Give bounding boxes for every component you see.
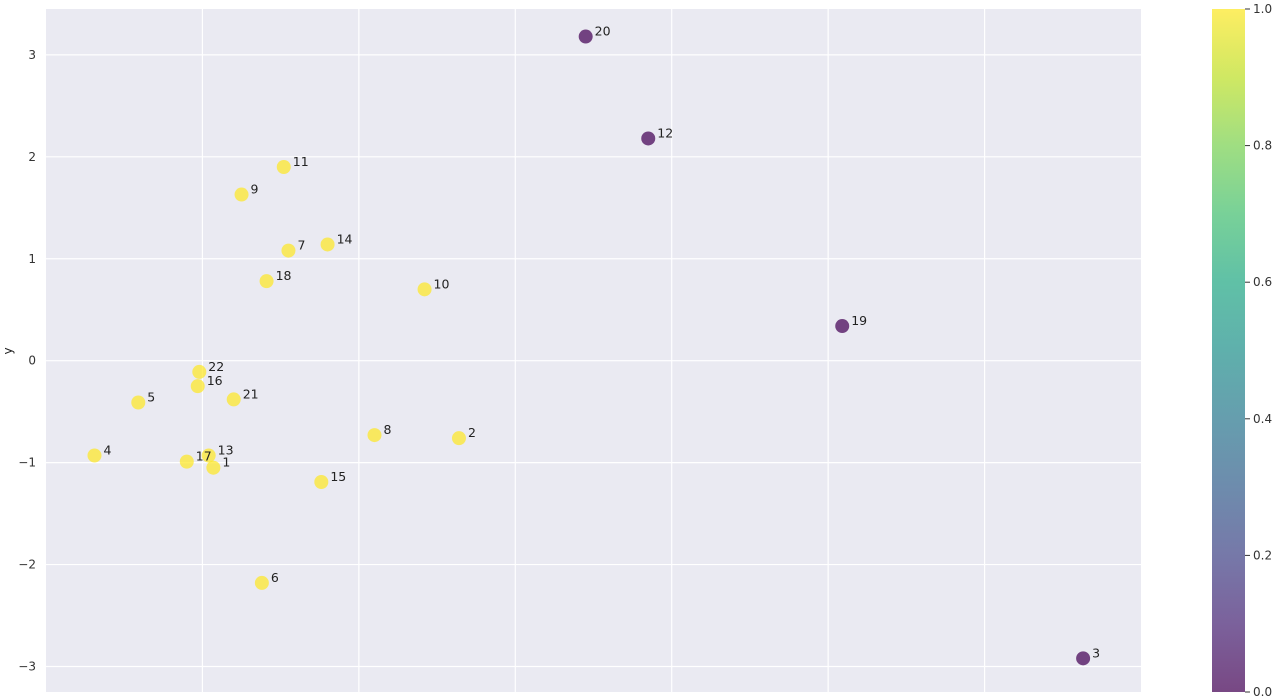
point-label-4: 4	[103, 442, 111, 457]
point-label-14: 14	[337, 231, 353, 246]
point-label-10: 10	[434, 276, 450, 291]
y-tick-label: 2	[28, 150, 36, 164]
data-point-15	[314, 475, 329, 490]
point-label-2: 2	[468, 425, 476, 440]
data-point-14	[320, 237, 335, 252]
point-label-1: 1	[222, 455, 230, 470]
data-point-6	[254, 575, 269, 590]
y-tick-label: −3	[18, 660, 36, 674]
colorbar-tick-label: 0.0	[1253, 685, 1272, 699]
data-point-3	[1076, 651, 1091, 666]
point-label-18: 18	[276, 268, 292, 283]
data-point-8	[367, 428, 382, 443]
grid-lines	[46, 9, 1141, 692]
y-tick-label: 3	[28, 48, 36, 62]
data-point-20	[578, 29, 593, 44]
point-label-21: 21	[243, 386, 259, 401]
data-point-2	[451, 431, 466, 446]
point-label-3: 3	[1092, 645, 1100, 660]
y-tick-label: −2	[18, 558, 36, 572]
y-tick-labels: −3 −2 −1 0 1 2 3	[18, 48, 36, 674]
plot-area	[46, 9, 1141, 692]
y-tick-label: 1	[28, 252, 36, 266]
data-point-11	[276, 160, 291, 175]
point-label-12: 12	[657, 125, 673, 140]
data-point-10	[417, 282, 432, 297]
point-label-13: 13	[218, 442, 234, 457]
point-label-9: 9	[251, 182, 259, 197]
y-axis-label: y	[1, 347, 15, 354]
data-points	[87, 29, 1091, 666]
y-tick-label: −1	[18, 456, 36, 470]
colorbar-gradient	[1212, 9, 1245, 692]
data-point-12	[641, 131, 656, 146]
data-point-7	[281, 243, 296, 258]
data-point-4	[87, 448, 102, 463]
data-point-5	[131, 395, 146, 410]
point-label-5: 5	[147, 389, 155, 404]
data-point-19	[835, 319, 850, 334]
point-label-19: 19	[851, 313, 867, 328]
colorbar-tick-label: 1.0	[1253, 2, 1272, 16]
colorbar-tick-label: 0.8	[1253, 139, 1272, 153]
point-label-15: 15	[330, 469, 346, 484]
data-point-13	[201, 448, 216, 463]
data-point-16	[190, 379, 205, 394]
point-label-17: 17	[196, 449, 212, 464]
colorbar-tick-label: 0.6	[1253, 275, 1272, 289]
data-point-21	[226, 392, 241, 407]
data-point-1	[206, 460, 221, 475]
point-label-6: 6	[271, 570, 279, 585]
data-point-22	[192, 364, 207, 379]
y-tick-label: 0	[28, 354, 36, 368]
point-label-20: 20	[595, 24, 611, 39]
point-label-22: 22	[208, 359, 224, 374]
data-point-17	[179, 454, 194, 469]
point-label-7: 7	[297, 238, 305, 253]
point-label-8: 8	[384, 422, 392, 437]
colorbar-tick-label: 0.4	[1253, 412, 1272, 426]
data-point-18	[259, 274, 274, 289]
point-label-16: 16	[207, 373, 223, 388]
colorbar-ticks: 0.0 0.2 0.4 0.6 0.8 1.0	[1245, 2, 1272, 699]
point-label-11: 11	[293, 154, 309, 169]
data-point-9	[234, 187, 249, 202]
colorbar: 0.0 0.2 0.4 0.6 0.8 1.0	[1212, 2, 1272, 699]
colorbar-tick-label: 0.2	[1253, 548, 1272, 562]
